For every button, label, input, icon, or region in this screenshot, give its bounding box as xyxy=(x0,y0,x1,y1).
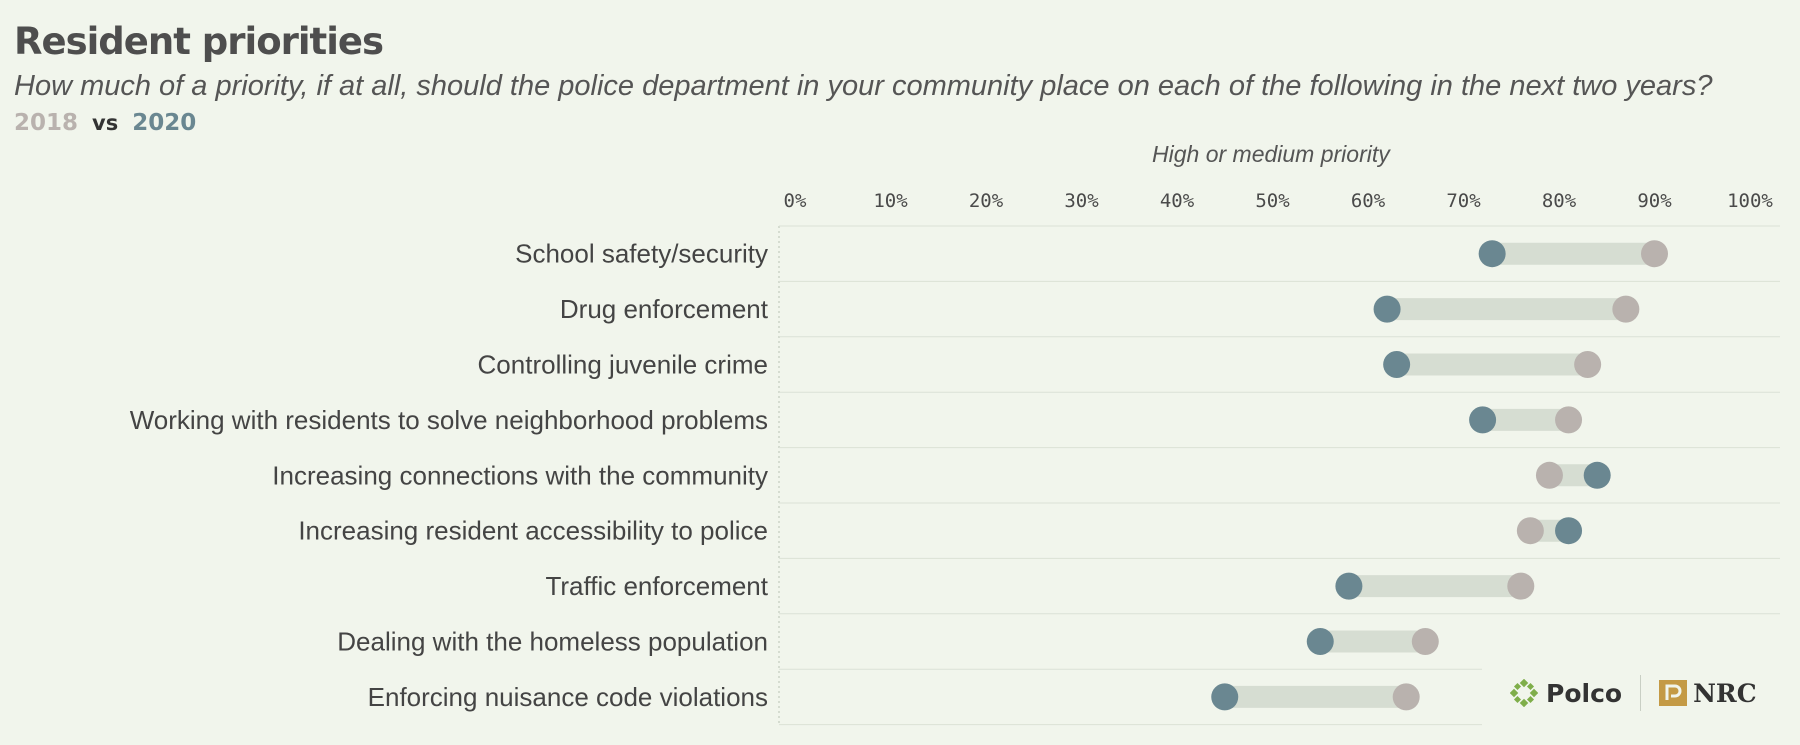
x-tick-label: 80% xyxy=(1542,190,1577,212)
legend: 2018 vs 2020 xyxy=(14,110,196,136)
polco-icon xyxy=(1510,679,1538,707)
point-2020 xyxy=(1373,295,1401,323)
logo-divider xyxy=(1640,675,1642,711)
point-2018 xyxy=(1574,351,1602,378)
chart-title: Resident priorities xyxy=(14,20,384,63)
x-tick-label: 50% xyxy=(1255,190,1290,212)
point-2018 xyxy=(1507,572,1535,600)
point-2018 xyxy=(1535,461,1563,489)
category-label: School safety/security xyxy=(515,239,768,269)
point-2020 xyxy=(1478,240,1506,268)
point-2020 xyxy=(1383,351,1411,378)
point-2020 xyxy=(1469,406,1497,434)
category-label: Increasing connections with the communit… xyxy=(272,460,768,490)
nrc-logo: NRC xyxy=(1659,679,1757,708)
category-label: Increasing resident accessibility to pol… xyxy=(298,516,768,546)
legend-2018: 2018 xyxy=(14,110,79,136)
x-tick-label: 10% xyxy=(873,190,908,212)
category-label: Traffic enforcement xyxy=(545,571,768,601)
point-2020 xyxy=(1211,683,1239,711)
nrc-wordmark: NRC xyxy=(1693,678,1757,708)
point-2018 xyxy=(1555,406,1583,434)
x-tick-label: 40% xyxy=(1160,190,1195,212)
x-axis-title: High or medium priority xyxy=(1152,141,1390,167)
polco-logo: Polco xyxy=(1510,679,1622,708)
category-label: Dealing with the homeless population xyxy=(337,627,768,657)
x-tick-label: 60% xyxy=(1351,190,1386,212)
point-2018 xyxy=(1641,240,1668,268)
x-tick-label: 70% xyxy=(1446,190,1481,212)
x-tick-label: 90% xyxy=(1637,190,1672,212)
legend-2020: 2020 xyxy=(132,110,197,136)
point-2018 xyxy=(1411,628,1439,655)
x-tick-label: 100% xyxy=(1727,190,1773,212)
chart-subtitle: How much of a priority, if at all, shoul… xyxy=(14,70,1713,102)
category-label: Controlling juvenile crime xyxy=(478,350,768,380)
category-label: Drug enforcement xyxy=(560,294,769,324)
point-2020 xyxy=(1583,461,1611,489)
point-2018 xyxy=(1516,517,1544,545)
nrc-icon xyxy=(1659,680,1688,706)
category-label: Working with residents to solve neighbor… xyxy=(130,405,768,435)
logos: Polco NRC xyxy=(1510,672,1757,714)
legend-vs: vs xyxy=(92,111,119,135)
x-tick-label: 30% xyxy=(1064,190,1099,212)
point-2018 xyxy=(1392,683,1420,711)
point-2020 xyxy=(1306,628,1334,655)
x-tick-label: 0% xyxy=(784,190,807,212)
point-2020 xyxy=(1335,572,1363,600)
polco-wordmark: Polco xyxy=(1546,678,1623,708)
point-2018 xyxy=(1612,295,1640,323)
category-label: Enforcing nuisance code violations xyxy=(368,682,768,712)
x-tick-label: 20% xyxy=(969,190,1004,212)
point-2020 xyxy=(1555,517,1583,545)
